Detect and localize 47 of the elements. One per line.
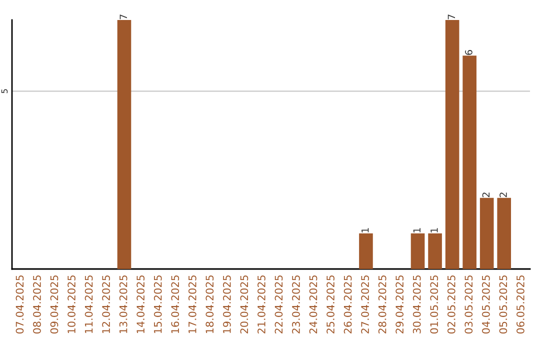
data-label: 2 bbox=[482, 192, 490, 198]
x-tick-label: 20.04.2025 bbox=[240, 275, 248, 334]
x-tick-label: 08.04.2025 bbox=[33, 275, 41, 334]
y-tick-label: 5 bbox=[1, 89, 8, 94]
x-tick-label: 30.04.2025 bbox=[412, 275, 421, 334]
bar bbox=[410, 233, 425, 269]
x-tick-label: 01.05.2025 bbox=[430, 275, 438, 334]
data-label: 1 bbox=[362, 228, 369, 232]
bar bbox=[428, 233, 442, 269]
x-tick-label: 28.04.2025 bbox=[378, 275, 386, 334]
x-tick-label: 07.04.2025 bbox=[16, 275, 24, 334]
x-tick-label: 23.04.2025 bbox=[292, 275, 300, 334]
x-tick-label: 25.04.2025 bbox=[326, 275, 334, 334]
x-tick-label: 04.05.2025 bbox=[482, 275, 490, 334]
x-tick-label: 10.04.2025 bbox=[68, 275, 76, 334]
x-tick-label: 02.05.2025 bbox=[447, 275, 456, 334]
x-tick-label: 27.04.2025 bbox=[361, 275, 369, 334]
x-tick-label: 18.04.2025 bbox=[206, 275, 214, 334]
x-tick-label: 13.04.2025 bbox=[119, 275, 128, 334]
x-tick-label: 14.04.2025 bbox=[136, 275, 145, 334]
x-tick-label: 03.05.2025 bbox=[464, 275, 473, 334]
bar bbox=[445, 20, 460, 269]
x-tick-label: 06.05.2025 bbox=[516, 275, 524, 334]
x-tick-label: 11.04.2025 bbox=[84, 275, 93, 334]
data-label: 6 bbox=[465, 50, 472, 55]
bar bbox=[359, 233, 373, 269]
data-label: 1 bbox=[430, 228, 438, 232]
x-tick-label: 22.04.2025 bbox=[274, 275, 283, 334]
x-tick-label: 26.04.2025 bbox=[344, 275, 352, 334]
x-tick-label: 17.04.2025 bbox=[188, 275, 196, 334]
x-tick-label: 24.04.2025 bbox=[309, 275, 318, 334]
x-tick-label: 19.04.2025 bbox=[222, 275, 231, 334]
x-tick-label: 15.04.2025 bbox=[154, 275, 162, 334]
x-tick-label: 12.04.2025 bbox=[102, 275, 110, 334]
x-tick-label: 09.04.2025 bbox=[50, 275, 58, 334]
bar bbox=[117, 20, 132, 269]
x-tick-label: 21.04.2025 bbox=[258, 275, 266, 334]
data-label: 2 bbox=[500, 192, 507, 198]
x-tick-label: 05.05.2025 bbox=[499, 275, 508, 334]
bar bbox=[497, 198, 512, 269]
data-label: 7 bbox=[120, 14, 127, 20]
bar bbox=[462, 56, 476, 269]
bar bbox=[480, 198, 494, 269]
x-tick-label: 29.04.2025 bbox=[396, 275, 404, 334]
data-label: 7 bbox=[448, 14, 455, 20]
data-label: 1 bbox=[413, 228, 420, 232]
x-tick-label: 16.04.2025 bbox=[171, 275, 180, 334]
